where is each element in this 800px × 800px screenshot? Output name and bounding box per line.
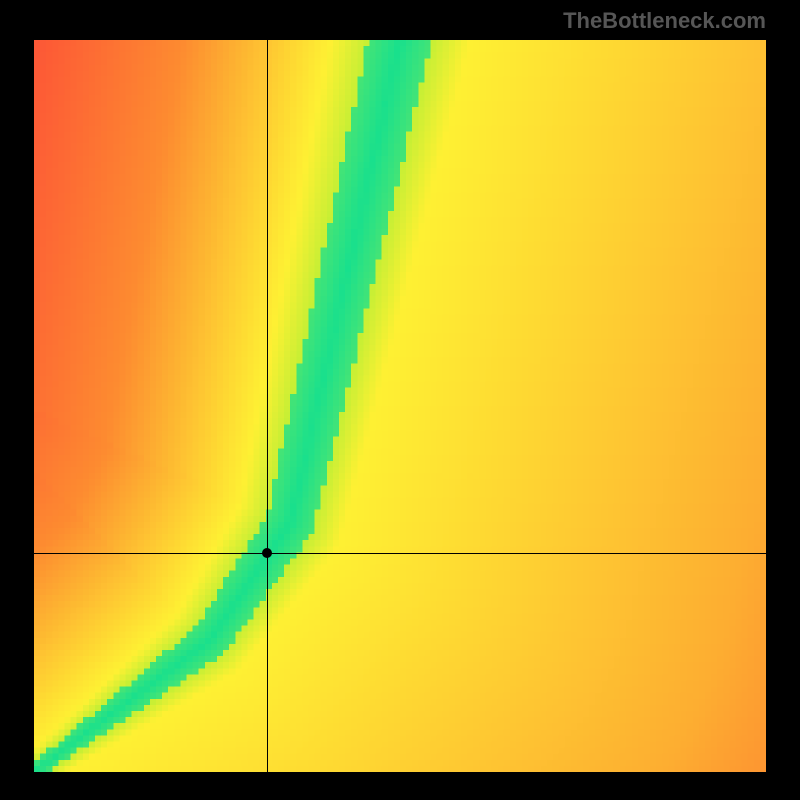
crosshair-marker <box>262 548 272 558</box>
watermark-text: TheBottleneck.com <box>563 8 766 34</box>
chart-container: TheBottleneck.com <box>0 0 800 800</box>
crosshair-horizontal <box>34 553 766 554</box>
bottleneck-heatmap <box>34 40 766 772</box>
crosshair-vertical <box>267 40 268 772</box>
